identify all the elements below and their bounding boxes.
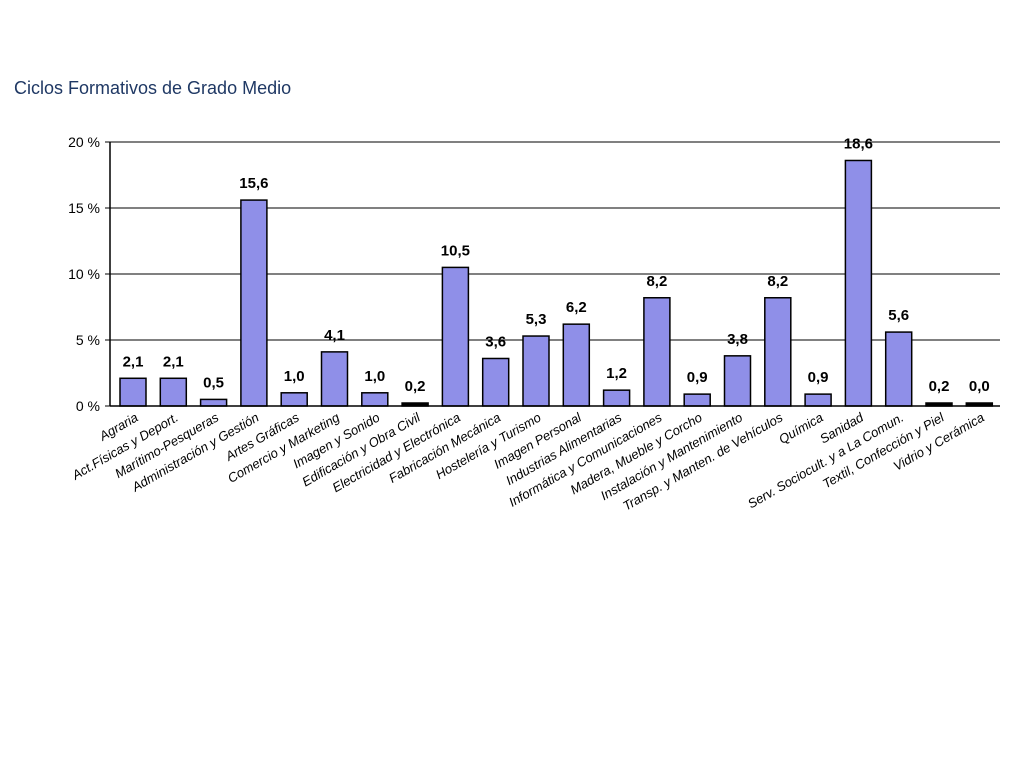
chart-title: Ciclos Formativos de Grado Medio (14, 78, 292, 98)
data-label: 3,6 (485, 333, 506, 350)
bar (522, 335, 550, 407)
data-label: 0,2 (405, 378, 426, 395)
bar (199, 398, 228, 407)
bar (119, 377, 147, 407)
data-label: 0,5 (203, 374, 224, 391)
y-tick-label: 20 % (68, 134, 100, 150)
bar (764, 297, 792, 407)
y-tick-label: 5 % (76, 332, 100, 348)
bar (723, 355, 752, 407)
data-label: 18,6 (844, 135, 873, 152)
data-label: 8,2 (646, 273, 667, 290)
data-label: 4,1 (324, 327, 345, 344)
bar (884, 331, 913, 407)
data-label: 1,2 (606, 365, 627, 382)
data-label: 10,5 (441, 242, 470, 259)
data-label: 0,9 (687, 369, 708, 386)
bar (361, 392, 389, 407)
bar (804, 393, 832, 407)
bar (320, 351, 349, 407)
bar (683, 393, 711, 407)
bar (562, 323, 591, 407)
y-tick-label: 15 % (68, 200, 100, 216)
bar (280, 392, 308, 407)
data-label: 3,8 (727, 331, 748, 348)
data-label: 0,0 (969, 378, 990, 395)
data-label: 0,9 (808, 369, 829, 386)
axes (105, 141, 1000, 407)
data-label: 1,0 (364, 368, 385, 385)
bar (159, 377, 188, 407)
data-label: 5,3 (526, 311, 547, 328)
bar (240, 199, 268, 407)
data-label: 2,1 (163, 353, 184, 370)
data-label: 8,2 (767, 273, 788, 290)
data-label: 6,2 (566, 299, 587, 316)
y-tick-label: 0 % (76, 398, 100, 414)
bar (643, 297, 671, 407)
category-label: Química (776, 410, 825, 447)
data-label: 2,1 (123, 353, 144, 370)
bar (844, 159, 873, 407)
bar (481, 357, 510, 407)
bar (602, 389, 631, 407)
data-label: 0,2 (929, 378, 950, 395)
bars (119, 159, 994, 407)
data-label: 1,0 (284, 368, 305, 385)
data-label: 5,6 (888, 307, 909, 324)
bar (441, 266, 470, 407)
y-tick-label: 10 % (68, 266, 100, 282)
data-label: 15,6 (239, 175, 268, 192)
